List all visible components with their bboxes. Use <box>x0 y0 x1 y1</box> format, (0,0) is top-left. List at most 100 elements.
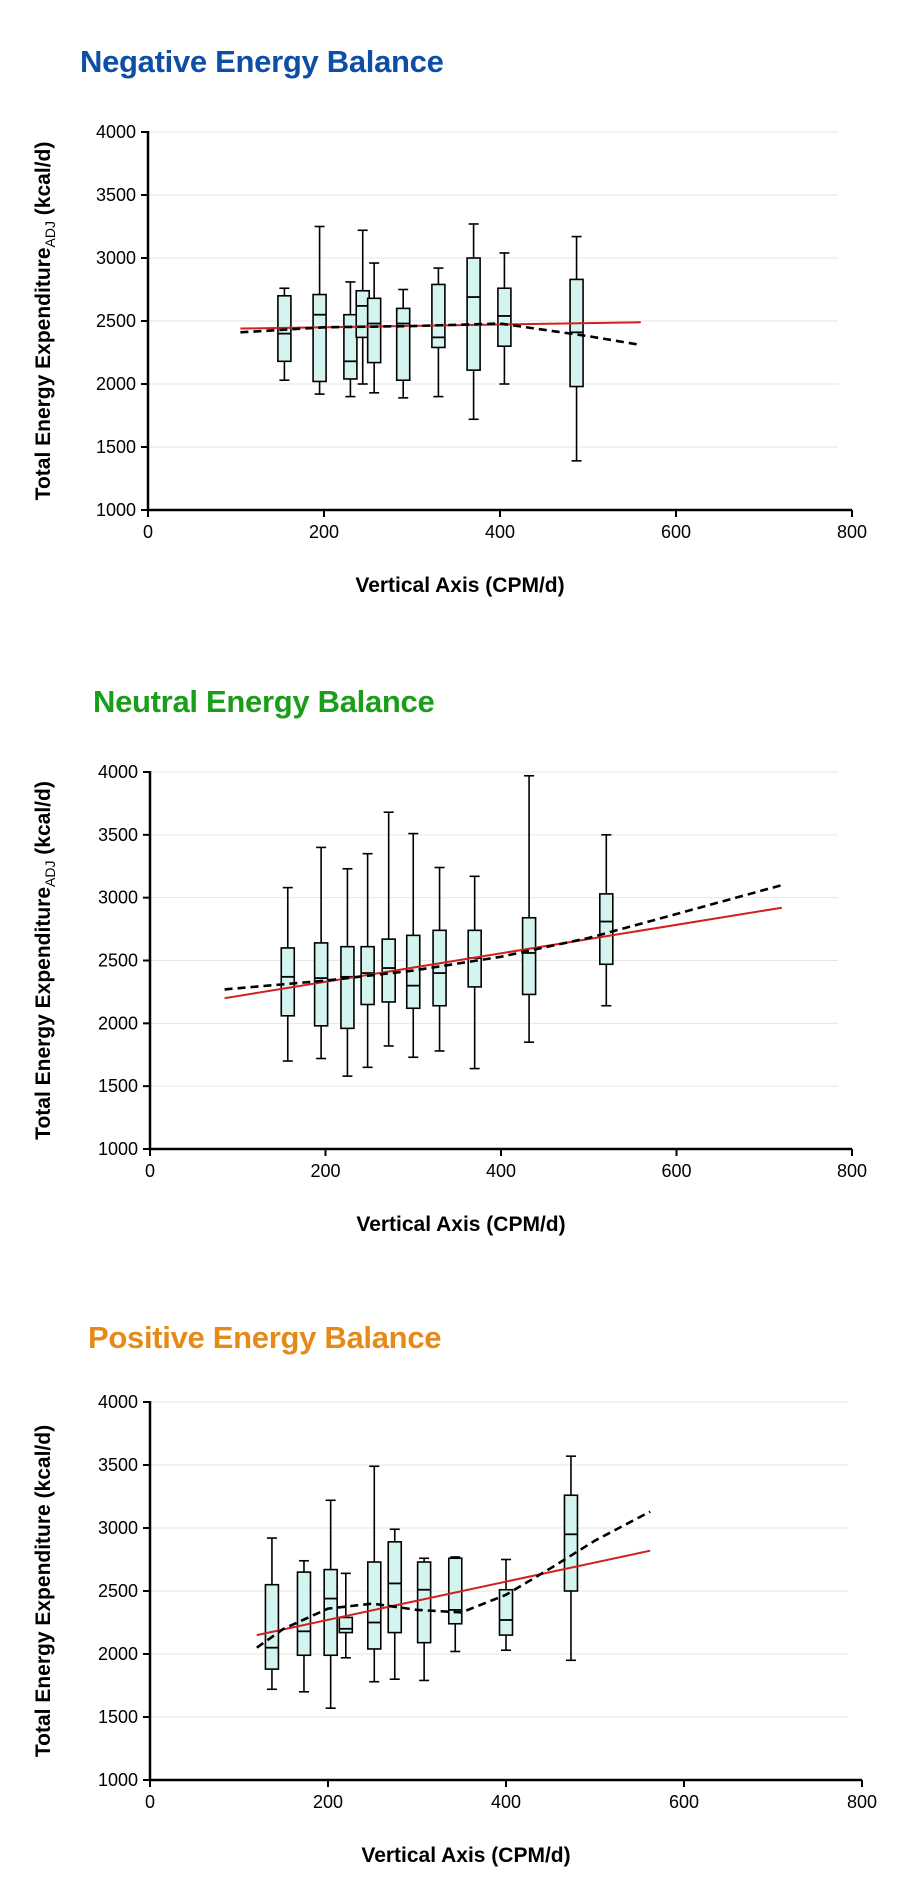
x-axis-label: Vertical Axis (CPM/d) <box>356 1213 565 1236</box>
x-tick-label: 0 <box>143 522 153 542</box>
box-iqr <box>387 1541 403 1634</box>
box-iqr <box>280 947 296 1017</box>
box-iqr <box>497 287 512 347</box>
box <box>447 1556 463 1653</box>
y-axis-label: Total Energy Expenditure (kcal/d) <box>32 1425 55 1757</box>
y-tick-label: 2500 <box>98 951 138 971</box>
box <box>338 1572 354 1659</box>
x-tick-label: 0 <box>145 1161 155 1181</box>
box <box>366 262 382 394</box>
box <box>466 223 481 421</box>
linear-fit-line <box>256 1549 651 1637</box>
y-tick-label: 1500 <box>98 1707 138 1727</box>
box-iqr <box>343 313 358 380</box>
x-tick-label: 200 <box>309 522 339 542</box>
box <box>521 774 537 1043</box>
box-iqr <box>338 1616 354 1634</box>
y-tick-label: 4000 <box>98 762 138 782</box>
y-tick-label: 1000 <box>98 1770 138 1790</box>
x-tick-label: 200 <box>310 1161 340 1181</box>
box-iqr <box>323 1568 338 1657</box>
box <box>280 886 296 1062</box>
box <box>313 846 329 1060</box>
box <box>312 225 327 395</box>
y-tick-label: 4000 <box>96 122 136 142</box>
chart-panel-neutral: Neutral Energy Balance 1000 1500 2000 2500 3… <box>32 684 867 1236</box>
box <box>497 252 512 385</box>
box-iqr <box>466 257 481 371</box>
x-axis-label: Vertical Axis (CPM/d) <box>361 1844 570 1867</box>
box <box>563 1455 579 1662</box>
y-axis-label-subscript: ADJ <box>42 861 58 887</box>
y-axis-label-subscript: ADJ <box>42 221 58 247</box>
box <box>498 1558 514 1652</box>
x-axis-label: Vertical Axis (CPM/d) <box>355 574 564 597</box>
y-tick-label: 2000 <box>98 1644 138 1664</box>
chart-svg: 1000 1500 2000 2500 3000 3500 4000 0 200 400 600 80… <box>32 122 867 597</box>
box-iqr <box>366 297 382 364</box>
y-tick-label: 1500 <box>96 437 136 457</box>
box-iqr <box>296 1571 312 1657</box>
box-iqr <box>340 945 355 1030</box>
curve-fit-line <box>224 883 783 991</box>
box-iqr <box>264 1583 280 1670</box>
y-tick-label: 3000 <box>96 248 136 268</box>
x-tick-label: 400 <box>491 1792 521 1812</box>
x-tick-label: 200 <box>313 1792 343 1812</box>
y-axis-label-main: Total Energy Expenditure <box>32 247 55 500</box>
y-axis-label: Total Energy ExpenditureADJ (kcal/d) <box>32 781 58 1140</box>
box-iqr <box>498 1588 514 1636</box>
x-tick-label: 800 <box>837 1161 867 1181</box>
chart-title: Neutral Energy Balance <box>93 684 435 719</box>
chart-title: Negative Energy Balance <box>80 44 444 79</box>
y-tick-label: 3500 <box>98 825 138 845</box>
box-iqr <box>598 893 614 966</box>
box-iqr <box>416 1561 432 1644</box>
x-tick-label: 600 <box>661 522 691 542</box>
y-tick-label: 3500 <box>98 1455 138 1475</box>
box <box>296 1559 312 1693</box>
box-iqr <box>312 293 327 383</box>
y-tick-label: 3000 <box>98 888 138 908</box>
y-axis-label: Total Energy ExpenditureADJ (kcal/d) <box>32 142 58 501</box>
box-iqr <box>521 916 537 996</box>
x-tick-label: 400 <box>486 1161 516 1181</box>
y-axis-label-unit: (kcal/d) <box>32 142 55 221</box>
y-tick-label: 2000 <box>98 1013 138 1033</box>
box <box>598 834 614 1007</box>
y-tick-label: 1000 <box>96 500 136 520</box>
box-iqr <box>431 283 446 349</box>
x-tick-label: 400 <box>485 522 515 542</box>
y-tick-label: 3500 <box>96 185 136 205</box>
linear-fit-line <box>224 906 782 1000</box>
chart-title: Positive Energy Balance <box>88 1320 442 1355</box>
y-tick-label: 2500 <box>98 1581 138 1601</box>
y-axis-label-main: Total Energy Expenditure <box>32 887 55 1140</box>
y-tick-label: 1000 <box>98 1139 138 1159</box>
box <box>416 1557 432 1682</box>
x-tick-label: 600 <box>669 1792 699 1812</box>
x-tick-label: 600 <box>661 1161 691 1181</box>
y-axis-label-main: Total Energy Expenditure <box>32 1504 55 1757</box>
x-tick-label: 800 <box>837 522 867 542</box>
chart-panel-negative: Negative Energy Balance 1000 1500 2000 2500… <box>0 0 898 600</box>
y-tick-label: 3000 <box>98 1518 138 1538</box>
curve-fit-line <box>240 322 642 347</box>
y-tick-label: 2000 <box>96 374 136 394</box>
box <box>467 875 482 1070</box>
box <box>387 1528 403 1680</box>
box <box>343 281 358 398</box>
y-axis-label-unit: (kcal/d) <box>32 781 55 860</box>
box <box>366 1465 382 1683</box>
y-tick-label: 1500 <box>98 1076 138 1096</box>
box <box>431 267 446 398</box>
box <box>323 1499 338 1709</box>
y-tick-label: 2500 <box>96 311 136 331</box>
box <box>264 1537 280 1691</box>
chart-svg: 1000 1500 2000 2500 3000 3500 4000 0 200 400 600 80… <box>32 762 867 1236</box>
y-tick-label: 4000 <box>98 1392 138 1412</box>
y-axis-label-unit: (kcal/d) <box>32 1425 55 1504</box>
curve-fit-line <box>256 1510 651 1649</box>
